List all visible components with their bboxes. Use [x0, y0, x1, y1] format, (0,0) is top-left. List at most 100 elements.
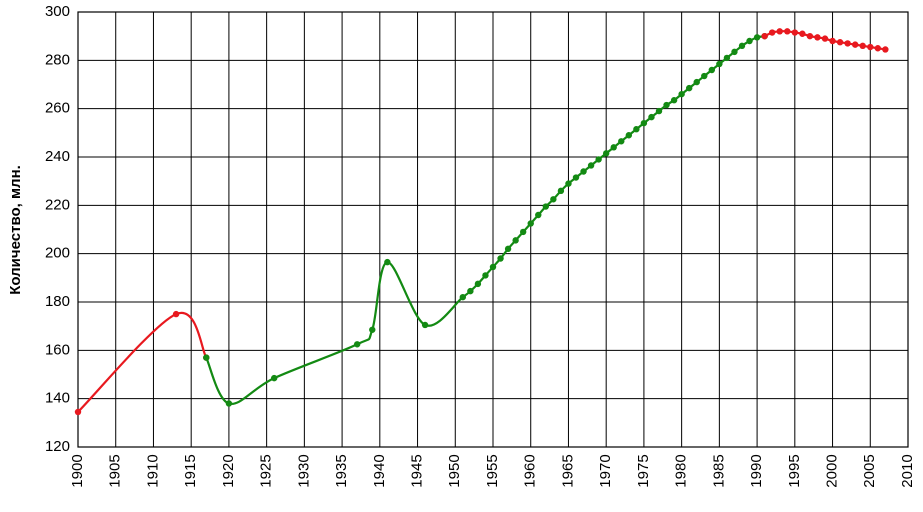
x-tick-label: 2005 — [861, 454, 878, 487]
point — [527, 220, 534, 227]
point — [829, 37, 836, 45]
point — [535, 211, 542, 219]
point — [270, 374, 278, 382]
x-tick-label: 1920 — [220, 454, 237, 487]
point — [203, 354, 210, 361]
point — [640, 119, 648, 127]
point — [625, 132, 633, 139]
x-tick-label: 1915 — [182, 454, 199, 487]
point — [670, 97, 678, 104]
x-tick-label: 1980 — [673, 454, 690, 487]
point — [648, 113, 655, 121]
plot-border — [77, 11, 909, 448]
point — [882, 46, 889, 53]
point — [806, 32, 814, 40]
point — [512, 237, 519, 244]
point — [851, 41, 859, 48]
point — [580, 168, 587, 175]
point — [799, 30, 806, 37]
x-tick-label: 1945 — [409, 454, 426, 487]
x-tick-label: 2000 — [824, 454, 841, 487]
y-tick-label: 180 — [45, 293, 70, 310]
y-tick-label: 260 — [45, 100, 70, 117]
y-tick-label: 140 — [45, 390, 70, 407]
point — [784, 28, 791, 35]
point — [844, 40, 851, 47]
point — [74, 408, 82, 416]
x-tick-label: 1990 — [748, 454, 765, 487]
point — [867, 43, 874, 51]
point — [421, 321, 429, 329]
x-tick-label: 2010 — [899, 454, 916, 487]
x-tick-label: 1960 — [522, 454, 539, 487]
point — [746, 37, 753, 45]
point — [776, 28, 783, 35]
point — [723, 54, 731, 62]
x-tick-label: 1975 — [635, 454, 652, 487]
point — [497, 255, 504, 262]
point — [572, 174, 580, 181]
x-tick-label: 1950 — [446, 454, 463, 487]
point — [836, 39, 844, 46]
y-tick-label: 160 — [45, 341, 70, 358]
point — [633, 126, 640, 133]
point — [587, 162, 595, 169]
point — [701, 72, 708, 80]
point — [693, 78, 700, 86]
point — [618, 138, 625, 145]
point — [565, 180, 572, 187]
point — [602, 150, 610, 157]
y-tick-label: 300 — [45, 3, 70, 20]
point — [519, 228, 527, 236]
x-tick-label: 1905 — [107, 454, 124, 487]
point — [768, 29, 776, 36]
x-tick-label: 1925 — [258, 454, 275, 487]
y-tick-label: 240 — [45, 148, 70, 165]
x-tick-label: 1995 — [786, 454, 803, 487]
point — [738, 42, 746, 50]
x-tick-label: 1940 — [371, 454, 388, 487]
y-tick-label: 120 — [45, 438, 70, 455]
point — [474, 280, 482, 288]
point — [663, 101, 670, 109]
point — [708, 66, 716, 74]
point — [384, 258, 391, 266]
x-tick-label: 1900 — [69, 454, 86, 487]
point — [761, 32, 768, 40]
x-tick-label: 1930 — [295, 454, 312, 487]
point — [791, 29, 799, 36]
point — [353, 341, 361, 348]
point — [550, 196, 557, 203]
point — [716, 60, 723, 68]
point — [731, 48, 738, 56]
line — [77, 311, 208, 413]
point — [542, 203, 550, 210]
x-tick-label: 1970 — [597, 454, 614, 487]
point — [557, 187, 565, 195]
x-tick-label: 1965 — [559, 454, 576, 487]
point — [504, 245, 512, 253]
point — [753, 34, 761, 41]
point — [467, 287, 474, 295]
y-tick-label: 200 — [45, 245, 70, 262]
x-tick-label: 1910 — [144, 454, 161, 487]
point — [489, 263, 497, 271]
point — [369, 326, 376, 333]
point — [685, 84, 693, 92]
point — [482, 272, 489, 279]
y-axis-label: Количество, млн. — [7, 165, 24, 295]
y-tick-label: 280 — [45, 51, 70, 68]
point — [874, 45, 882, 52]
point — [655, 107, 663, 115]
y-tick-label: 220 — [45, 196, 70, 213]
point — [859, 42, 866, 50]
point — [595, 156, 602, 163]
point — [610, 144, 617, 151]
x-tick-label: 1955 — [484, 454, 501, 487]
point — [821, 35, 829, 42]
x-tick-label: 1935 — [333, 454, 350, 487]
point — [172, 310, 180, 318]
point — [459, 293, 467, 301]
